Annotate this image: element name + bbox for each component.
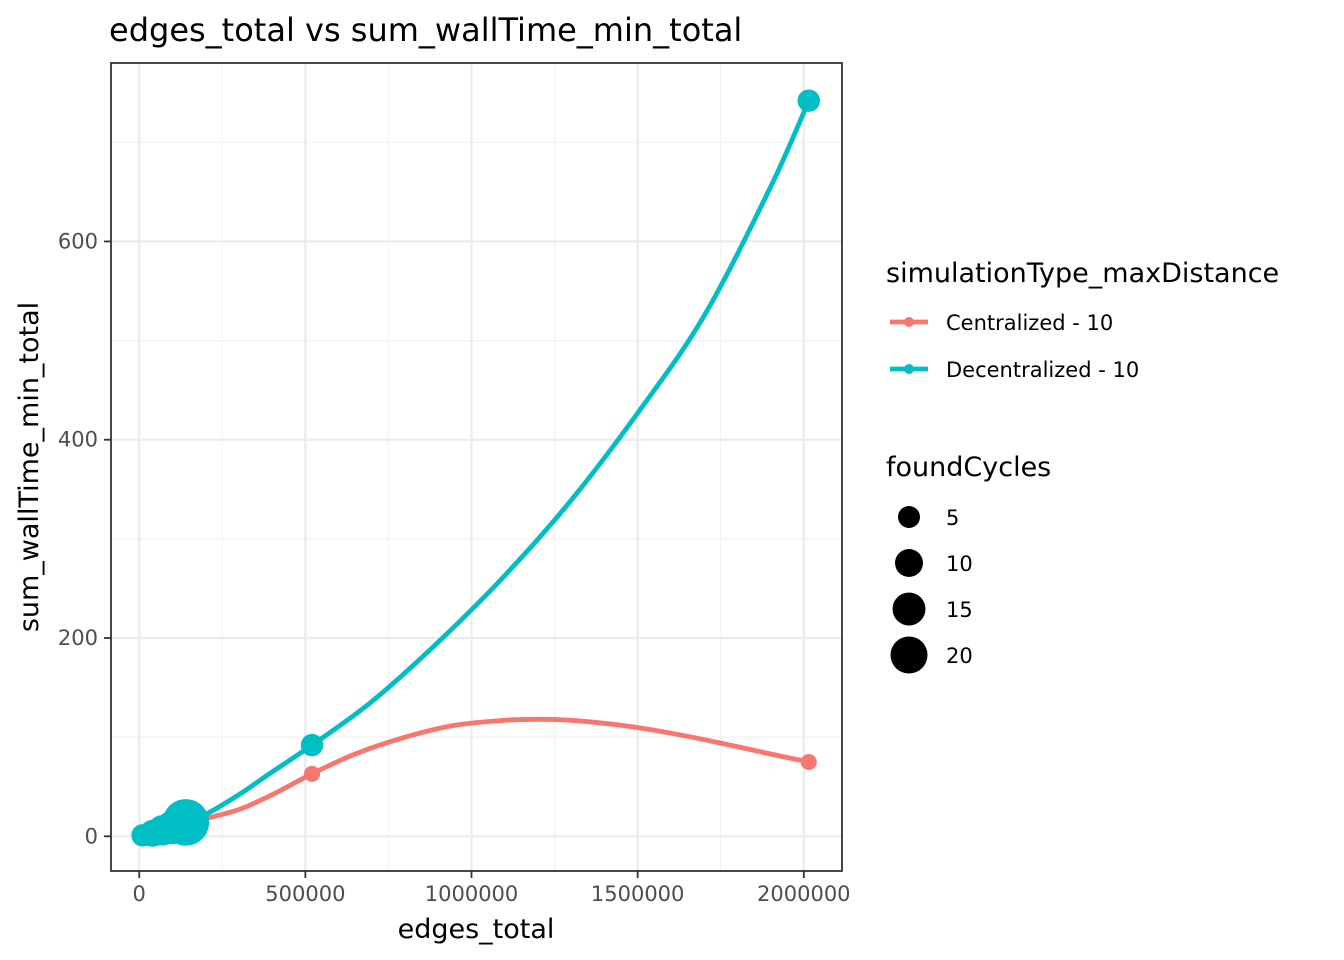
legend-color: simulationType_maxDistance Centralized -…: [886, 258, 1279, 382]
legend-key-point: [904, 364, 914, 374]
plot-panel: [111, 63, 842, 871]
legend-key-point: [904, 317, 914, 327]
x-axis-label: edges_total: [398, 914, 555, 945]
y-axis: 0 200 400 600: [58, 229, 111, 848]
y-tick-label: 0: [85, 824, 98, 848]
legend-size-key: [890, 636, 928, 674]
data-point: [304, 765, 321, 782]
y-tick-label: 200: [58, 626, 98, 650]
y-tick-label: 400: [58, 428, 98, 452]
legend-item-decentralized-10: Decentralized - 10: [890, 358, 1139, 382]
data-point: [162, 799, 210, 846]
data-point: [797, 89, 820, 112]
x-axis: 0 500000 1000000 1500000 2000000: [133, 871, 851, 906]
grid-minor: [111, 63, 842, 871]
legend-size-key: [895, 549, 923, 577]
plot-area: [110, 62, 843, 872]
x-tick-label: 500000: [265, 882, 345, 906]
legend-size-key: [892, 592, 926, 626]
y-axis-label: sum_wallTime_min_total: [14, 302, 45, 632]
data-point: [800, 753, 817, 770]
x-tick-label: 1000000: [425, 882, 519, 906]
legend-item-label: Centralized - 10: [946, 311, 1113, 335]
legend-size-label: 5: [946, 506, 959, 530]
legend-size-label: 10: [946, 552, 973, 576]
y-tick-label: 600: [58, 229, 98, 253]
series-decentralized-10: [131, 89, 820, 847]
legend-size-label: 15: [946, 598, 973, 622]
legend-item-centralized-10: Centralized - 10: [890, 311, 1113, 335]
x-tick-label: 2000000: [757, 882, 851, 906]
x-tick-label: 0: [133, 882, 146, 906]
legend-size-item: 10: [895, 549, 973, 577]
legend-color-title: simulationType_maxDistance: [886, 258, 1279, 289]
legend-size-key: [898, 506, 920, 528]
legend-size-label: 20: [946, 644, 973, 668]
plot-border: [110, 62, 843, 872]
legend-size-item: 5: [898, 506, 959, 530]
legend-item-label: Decentralized - 10: [946, 358, 1139, 382]
chart-title: edges_total vs sum_wallTime_min_total: [109, 11, 742, 49]
legend-size-item: 15: [892, 592, 973, 626]
legend-size-item: 20: [890, 636, 973, 674]
legend-size: foundCycles 5 10 15 20: [886, 452, 1051, 674]
series-layer: [131, 89, 820, 847]
data-point: [300, 733, 324, 757]
x-tick-label: 1500000: [591, 882, 685, 906]
legend-size-title: foundCycles: [886, 452, 1051, 483]
